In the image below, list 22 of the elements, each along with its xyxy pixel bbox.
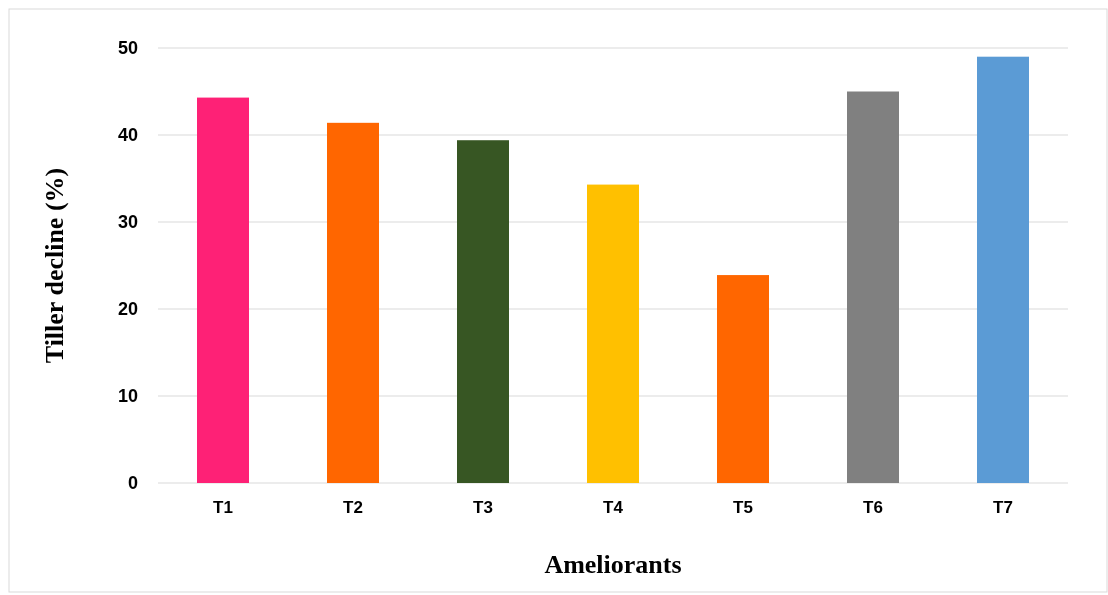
- bar: [847, 91, 899, 483]
- x-tick-label: T2: [343, 498, 363, 517]
- x-tick-label: T3: [473, 498, 493, 517]
- y-tick-label: 40: [117, 125, 138, 146]
- bar: [587, 184, 639, 483]
- x-tick-label: T1: [213, 498, 233, 517]
- y-tick-label: 50: [117, 38, 138, 59]
- y-tick-label: 0: [127, 473, 138, 494]
- bar: [197, 97, 249, 483]
- y-tick-label: 20: [117, 299, 138, 320]
- x-axis-title: Ameliorants: [544, 550, 682, 579]
- bar: [977, 56, 1029, 483]
- bar: [717, 275, 769, 483]
- bar: [457, 140, 509, 483]
- x-tick-label: T4: [603, 498, 624, 517]
- x-tick-label: T7: [993, 498, 1013, 517]
- x-tick-label: T5: [733, 498, 753, 517]
- x-tick-label: T6: [863, 498, 883, 517]
- y-tick-label: 10: [117, 386, 138, 407]
- y-tick-label: 30: [117, 212, 138, 233]
- bar: [327, 122, 379, 483]
- y-axis-title: Tiller decline (%): [40, 167, 69, 364]
